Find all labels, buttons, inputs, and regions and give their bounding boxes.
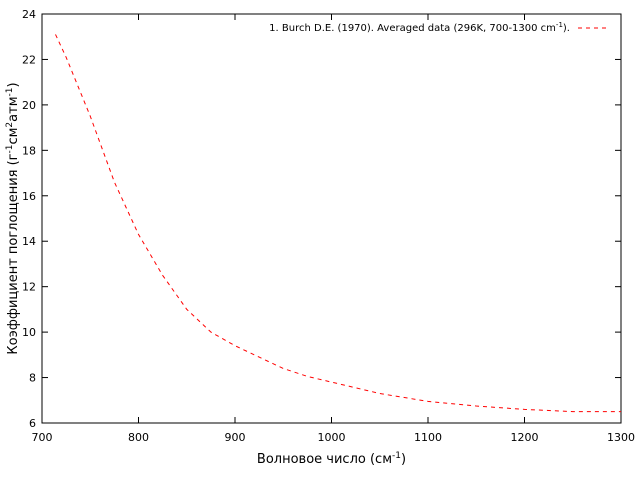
x-tick-label: 1000 (318, 431, 346, 444)
y-tick-label: 16 (22, 190, 36, 203)
x-tick-label: 1200 (511, 431, 539, 444)
y-tick-label: 24 (22, 8, 36, 21)
y-tick-label: 6 (29, 417, 36, 430)
x-axis-title: Волновое число (см-1) (257, 451, 406, 467)
y-tick-label: 20 (22, 99, 36, 112)
x-tick-label: 800 (128, 431, 149, 444)
legend: 1. Burch D.E. (1970). Averaged data (296… (269, 21, 610, 34)
y-tick-label: 18 (22, 144, 36, 157)
legend-label: 1. Burch D.E. (1970). Averaged data (296… (269, 21, 570, 34)
series-group (55, 34, 621, 413)
x-tick-label: 700 (32, 431, 53, 444)
x-tick-label: 1100 (414, 431, 442, 444)
ticks-group: 700 800 900 1000 1100 1200 1300 6 8 10 12 14 16 18 20 2… (22, 8, 635, 444)
x-tick-label: 1300 (607, 431, 635, 444)
y-tick-label: 8 (29, 372, 36, 385)
x-tick-label: 900 (225, 431, 246, 444)
y-tick-label: 14 (22, 235, 36, 248)
plot-frame (41, 13, 622, 424)
series-line-0 (55, 34, 621, 413)
y-axis-title: Коэффициент поглощения (г-1см2атм-1) (5, 82, 21, 354)
y-tick-label: 22 (22, 53, 36, 66)
y-tick-label: 12 (22, 281, 36, 294)
y-tick-label: 10 (22, 326, 36, 339)
